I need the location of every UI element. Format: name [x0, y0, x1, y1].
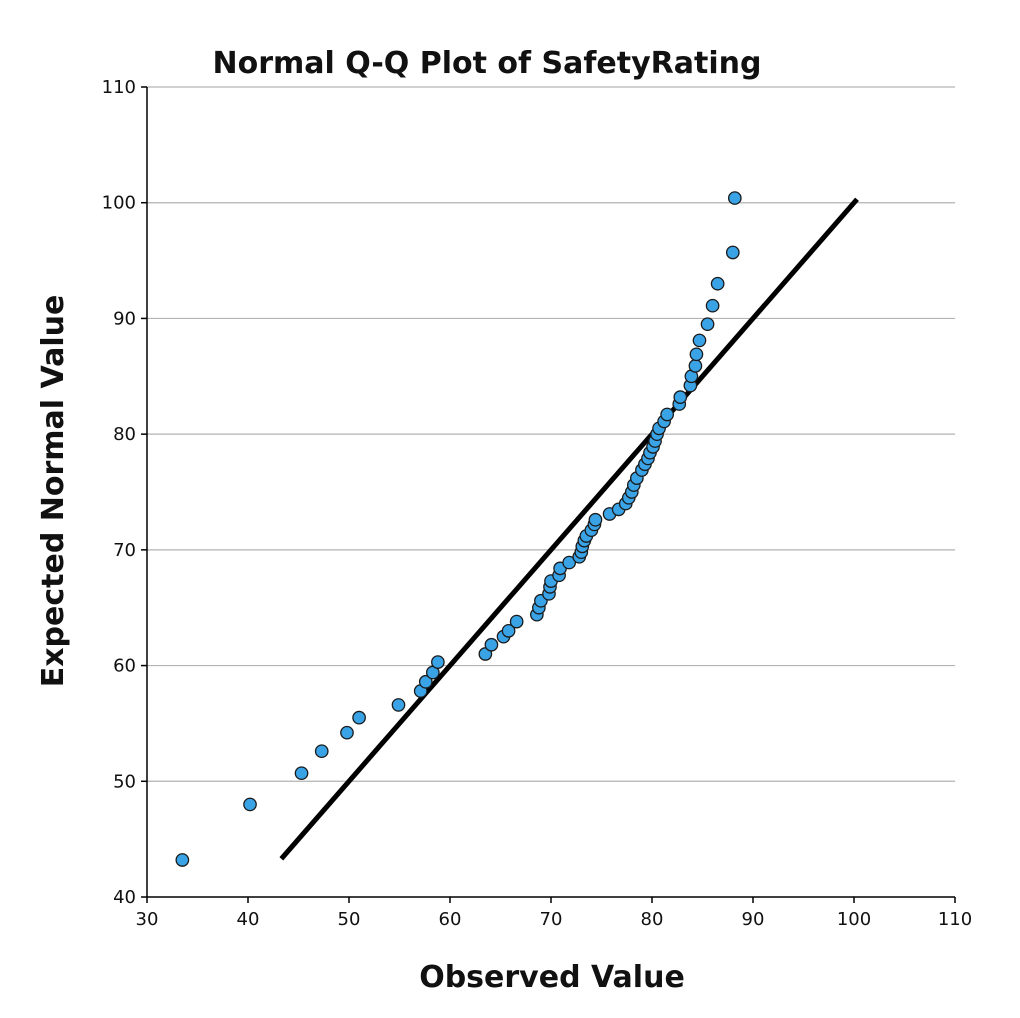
y-axis-title: Expected Normal Value: [36, 295, 71, 688]
reference-line: [279, 197, 859, 861]
data-point: [725, 245, 740, 260]
y-tick-label-50: 50: [113, 771, 136, 792]
data-point: [700, 317, 715, 332]
data-point: [175, 853, 190, 867]
y-tick-label-110: 110: [102, 77, 136, 98]
data-point: [340, 725, 354, 740]
data-point: [294, 766, 309, 781]
data-point: [727, 191, 742, 205]
x-tick-label-40: 40: [237, 909, 260, 930]
x-axis-title: Observed Value: [419, 960, 685, 995]
data-point: [431, 655, 445, 669]
x-tick-label-80: 80: [641, 909, 664, 930]
data-point: [243, 797, 257, 812]
data-point: [660, 407, 675, 422]
data-point: [562, 555, 577, 570]
y-tick-label-70: 70: [113, 540, 136, 561]
data-point: [689, 347, 704, 362]
data-point: [509, 614, 524, 629]
data-point: [688, 359, 703, 373]
x-tick-label-60: 60: [439, 909, 462, 930]
data-point: [710, 276, 725, 291]
x-tick-label-50: 50: [338, 909, 361, 930]
data-point: [352, 710, 366, 725]
reference-line-group: [279, 197, 859, 861]
data-point: [418, 674, 433, 689]
x-tick-label-30: 30: [136, 909, 159, 930]
x-tick-label-110: 110: [938, 909, 972, 930]
data-point: [705, 298, 720, 313]
chart-title: Normal Q-Q Plot of SafetyRating: [213, 46, 762, 81]
y-tick-label-90: 90: [113, 308, 136, 329]
y-tick-label-60: 60: [113, 656, 136, 677]
data-point: [391, 698, 406, 712]
data-point: [673, 390, 688, 404]
data-point: [314, 744, 329, 759]
data-point: [692, 333, 707, 348]
x-tick-label-70: 70: [540, 909, 563, 930]
data-point: [501, 624, 516, 638]
x-tick-label-100: 100: [837, 909, 871, 930]
data-point: [484, 637, 499, 652]
x-tick-label-90: 90: [742, 909, 765, 930]
y-tick-label-40: 40: [113, 887, 136, 908]
y-tick-label-100: 100: [102, 193, 136, 214]
data-point: [588, 512, 603, 527]
data-points: [175, 191, 742, 867]
y-tick-label-80: 80: [113, 424, 136, 445]
